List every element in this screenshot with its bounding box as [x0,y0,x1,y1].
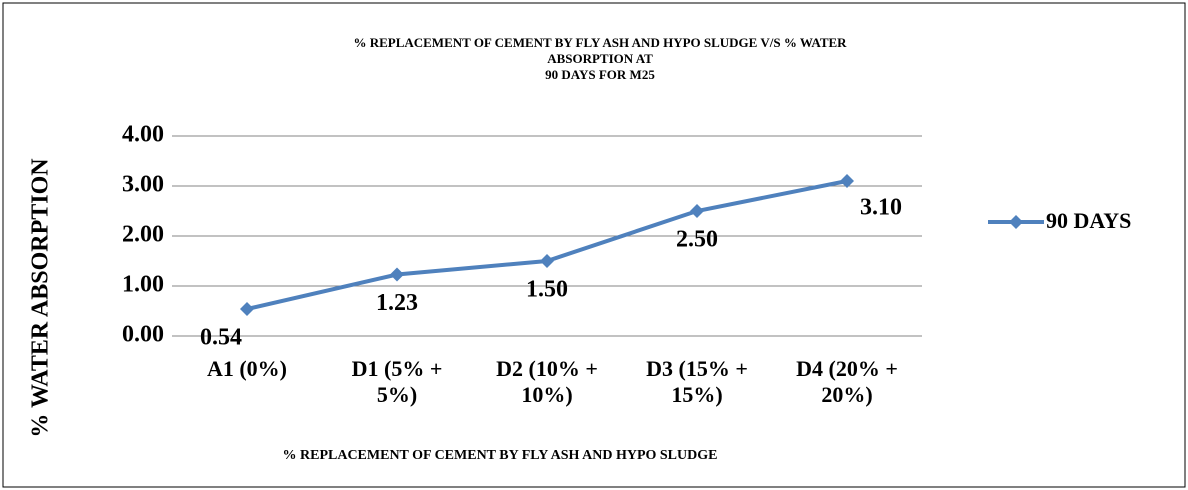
legend-label: 90 DAYS [1046,208,1131,233]
x-tick-label: D4 (20% + 20%) [796,356,898,407]
x-tick-label: D2 (10% + 10%) [496,356,598,407]
y-tick-label: 4.00 [122,122,164,148]
chart-title: % REPLACEMENT OF CEMENT BY FLY ASH AND H… [353,35,847,50]
data-label: 1.50 [526,277,568,303]
x-tick-label: D3 (15% + 15%) [646,356,748,407]
data-label: 1.23 [376,290,418,316]
data-point [390,267,404,282]
chart-title: 90 DAYS FOR M25 [545,67,655,82]
x-tick-label: D1 (5% + 5%) [351,356,443,407]
data-point [840,174,854,188]
y-axis-title: % WATER ABSORPTION [28,158,54,438]
data-point [540,254,554,268]
y-tick-label: 3.00 [122,172,164,198]
data-point [690,204,704,218]
data-label: 2.50 [676,227,718,253]
y-tick-label: 0.00 [122,322,164,348]
data-point [240,302,254,316]
y-tick-label: 1.00 [122,272,164,298]
data-label: 3.10 [860,195,902,221]
chart-title: ABSORPTION AT [547,51,653,66]
legend-marker [1009,215,1023,229]
data-label: 0.54 [200,325,242,351]
x-axis-title: % REPLACEMENT OF CEMENT BY FLY ASH AND H… [283,448,718,463]
x-tick-label: A1 (0%) [206,356,288,381]
y-tick-label: 2.00 [122,222,164,248]
